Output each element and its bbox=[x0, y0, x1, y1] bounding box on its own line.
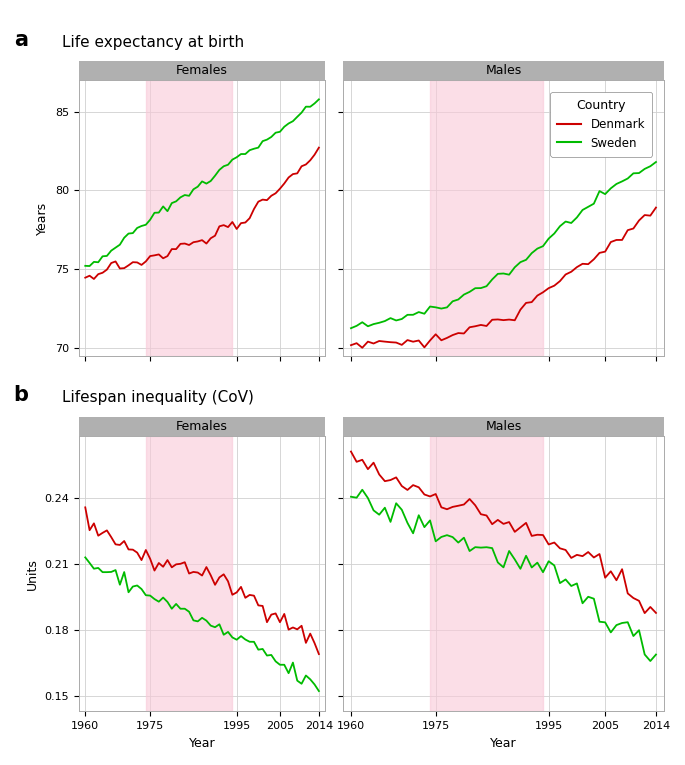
Bar bbox=[430, 80, 543, 356]
Legend: Denmark, Sweden: Denmark, Sweden bbox=[550, 92, 652, 157]
X-axis label: Year: Year bbox=[490, 737, 516, 750]
Bar bbox=[146, 436, 232, 711]
Text: Lifespan inequality (CoV): Lifespan inequality (CoV) bbox=[62, 390, 253, 405]
Y-axis label: Units: Units bbox=[25, 558, 38, 590]
Text: Females: Females bbox=[176, 420, 228, 433]
Text: a: a bbox=[14, 30, 27, 50]
Text: Males: Males bbox=[486, 420, 521, 433]
Bar bbox=[146, 80, 232, 356]
Text: Females: Females bbox=[176, 64, 228, 77]
X-axis label: Year: Year bbox=[189, 737, 215, 750]
Text: Life expectancy at birth: Life expectancy at birth bbox=[62, 34, 244, 50]
Y-axis label: Years: Years bbox=[36, 201, 49, 235]
Text: b: b bbox=[14, 386, 29, 405]
Text: Males: Males bbox=[486, 64, 521, 77]
Bar bbox=[430, 436, 543, 711]
